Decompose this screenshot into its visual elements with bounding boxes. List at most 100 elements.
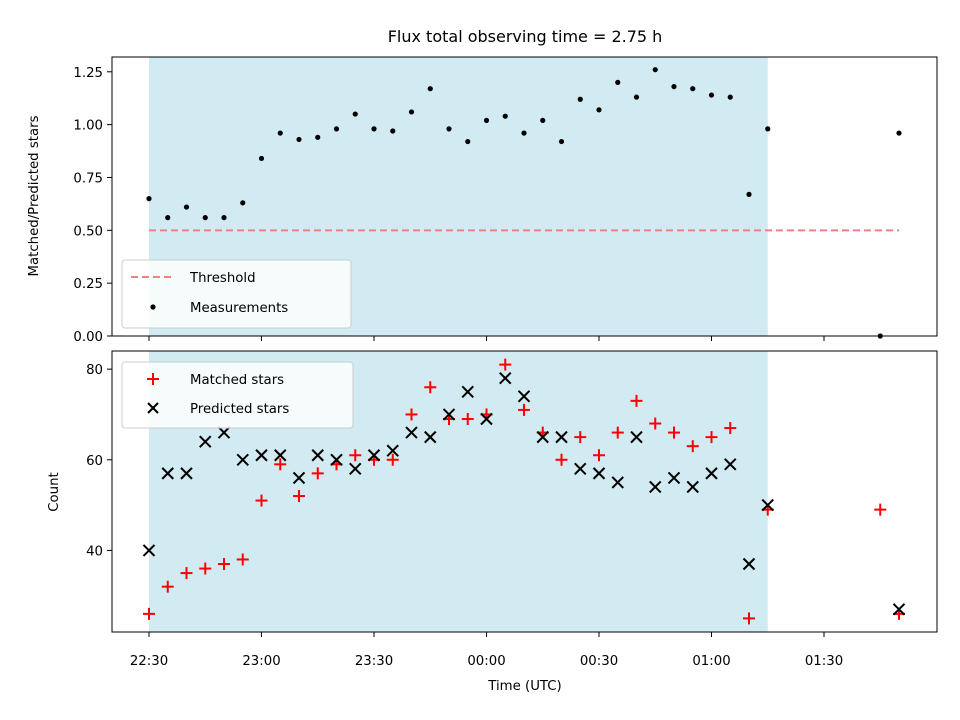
matched-star-point (293, 490, 305, 503)
matched-star-point (199, 562, 212, 575)
top-y-ticks: 0.00 0.25 0.50 0.75 1.00 1.25 (73, 66, 112, 345)
legend-matched-label: Matched stars (190, 373, 284, 388)
predicted-star-point (649, 480, 662, 494)
measurement-point (690, 86, 696, 92)
measurement-point (896, 130, 902, 136)
legend-measurements-label: Measurements (190, 301, 288, 316)
bottom-panel: 40 60 80 22:30 23:00 23:30 00:00 00:30 01:00 01:… (47, 350, 938, 694)
matched-star-point (255, 494, 268, 507)
top-y-tick-label: 1.00 (73, 119, 103, 134)
measurement-point (708, 92, 715, 98)
matched-star-point (180, 567, 193, 580)
predicted-star-point (574, 462, 587, 476)
bottom-y-tick-label: 60 (86, 454, 103, 469)
legend-threshold-label: Threshold (189, 271, 256, 286)
matched-star-point (405, 408, 418, 421)
predicted-star-point (142, 544, 156, 557)
bottom-x-ticks: 22:30 23:00 23:30 00:00 00:30 01:00 01:30 (130, 632, 843, 669)
predicted-marker-b (667, 471, 681, 485)
predicted-marker-b (274, 449, 287, 462)
measurement-points (146, 67, 902, 339)
predicted-star-point (442, 408, 456, 421)
measurement-point (352, 111, 358, 117)
predicted-marker-b (480, 412, 493, 426)
predicted-marker-b (255, 449, 268, 462)
bottom-legend-box (121, 361, 354, 429)
top-y-tick-label: 0.00 (73, 330, 103, 345)
legend-predicted-swatch (147, 402, 159, 414)
predicted-marker-b (592, 467, 606, 480)
predicted-marker-b (217, 426, 231, 439)
measurement-point (202, 215, 208, 221)
predicted-marker-b (236, 453, 249, 466)
measurement-point (577, 96, 583, 102)
measurement-point (446, 126, 452, 132)
legend-matched-swatch (147, 373, 159, 385)
matched-star-point (574, 431, 587, 444)
matched-star-point (593, 449, 605, 462)
predicted-star-point (386, 444, 399, 457)
measurement-point (521, 130, 527, 136)
predicted-marker-b (292, 471, 306, 485)
predicted-star-point (611, 476, 624, 489)
measurement-point (540, 117, 546, 124)
top-y-tick-label: 0.50 (73, 224, 103, 239)
measurement-point (502, 113, 508, 119)
measurement-point (390, 128, 396, 134)
chart-title: Flux total observing time = 2.75 h (388, 27, 663, 46)
predicted-star-point (461, 385, 474, 398)
predicted-star-point (311, 449, 324, 462)
measurement-point (258, 155, 265, 162)
measurement-point (165, 215, 171, 221)
x-tick-label: 22:30 (130, 654, 168, 669)
predicted-star-point (292, 471, 306, 485)
measurement-point (671, 83, 677, 90)
matched-star-point (274, 458, 287, 471)
predicted-star-point (255, 449, 268, 462)
predicted-star-point (274, 449, 287, 462)
predicted-star-point (424, 430, 437, 444)
top-legend: Threshold Measurements (121, 259, 352, 329)
matched-star-point (161, 580, 174, 593)
measurement-point (465, 138, 471, 145)
matched-star-point (461, 412, 474, 425)
predicted-marker-b (461, 385, 474, 398)
matched-star-point (349, 449, 362, 462)
x-tick-label: 23:00 (242, 654, 280, 669)
predicted-marker-b (499, 371, 512, 385)
predicted-marker-b (555, 430, 568, 444)
predicted-marker-b (199, 435, 212, 448)
predicted-marker-b (574, 462, 587, 476)
matched-star-point (386, 453, 399, 466)
predicted-marker-b (405, 426, 418, 439)
top-legend-box (121, 259, 352, 329)
measurement-point (633, 94, 640, 100)
measurement-point (183, 204, 190, 210)
matched-star-point (311, 467, 324, 480)
predicted-marker-b (761, 498, 774, 512)
predicted-marker-b (142, 544, 156, 557)
predicted-star-point (630, 430, 643, 444)
measurement-point (277, 130, 283, 136)
measurement-point (727, 94, 733, 100)
predicted-marker-b (536, 430, 549, 444)
x-tick-label: 01:00 (692, 654, 730, 669)
predicted-star-point (161, 467, 174, 480)
predicted-star-point (405, 426, 418, 439)
matched-star-point (874, 503, 887, 516)
matched-star-point (518, 403, 530, 416)
predicted-star-point (667, 471, 681, 485)
predicted-marker-b (442, 408, 456, 421)
predicted-star-point (236, 453, 249, 466)
matched-star-point (724, 422, 737, 435)
measurement-point (483, 117, 490, 124)
top-x-ticks (148, 336, 825, 341)
predicted-star-point (724, 458, 737, 471)
predicted-star-point (517, 390, 531, 403)
bottom-plot-frame (111, 350, 938, 633)
measurement-point (371, 126, 377, 132)
predicted-star-point (367, 449, 381, 462)
predicted-star-point (480, 412, 493, 426)
predicted-star-point (199, 435, 212, 448)
measurement-point (615, 79, 621, 85)
